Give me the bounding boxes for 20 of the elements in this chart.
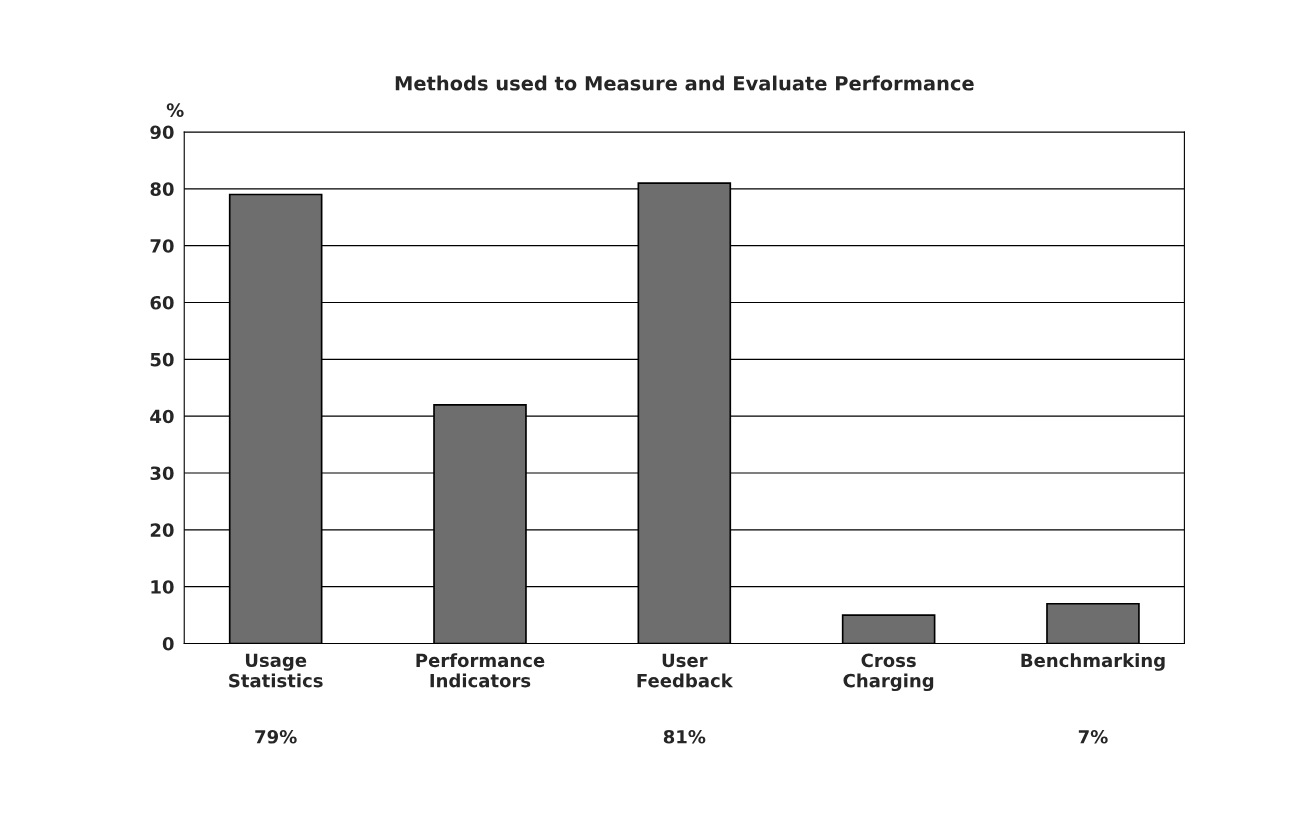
y-tick-label: 90 (150, 125, 174, 140)
y-tick-label: 20 (150, 523, 174, 537)
y-tick-label: 70 (150, 239, 174, 253)
data-label: 81% (663, 729, 706, 744)
y-tick-label: 60 (150, 295, 174, 310)
y-axis-title: % (166, 103, 184, 117)
x-tick-label: Performance Indicators (416, 653, 545, 688)
y-tick-label: 0 (162, 636, 174, 651)
y-tick-label: 40 (150, 409, 174, 424)
chart-title: Methods used to Measure and Evaluate Performance (395, 75, 974, 91)
x-tick-label: Benchmarking (1021, 653, 1165, 671)
y-tick-label: 30 (150, 466, 174, 481)
y-tick-label: 80 (150, 182, 174, 196)
x-tick-label: User Feedback (637, 653, 734, 688)
x-tick-label: Usage Statistics (229, 653, 323, 688)
y-tick-label: 10 (151, 580, 174, 594)
x-tick-label: Cross Charging (843, 653, 934, 692)
y-tick-label: 50 (150, 352, 174, 367)
data-label: 7% (1078, 729, 1108, 744)
data-label: 79% (255, 729, 297, 744)
